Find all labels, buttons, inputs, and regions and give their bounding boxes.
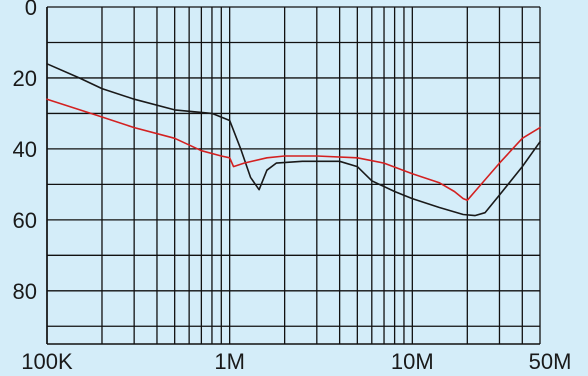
x-tick-label: 10M [391,349,434,374]
y-tick-label: 20 [13,66,37,91]
x-tick-label: 50M [529,349,572,374]
y-tick-label: 0 [25,0,37,20]
series-line-1 [46,63,541,217]
x-tick-labels: 100K 1M 10M 50M [21,349,571,374]
grid-lines [46,6,541,345]
y-tick-label: 80 [13,279,37,304]
x-tick-label: 1M [214,349,245,374]
plot-area [47,7,540,344]
y-tick-label: 60 [13,208,37,233]
y-tick-labels: 0 20 40 60 80 [13,0,37,304]
series-line-2 [46,98,541,202]
y-tick-label: 40 [13,137,37,162]
series-layer [46,63,541,217]
x-tick-label: 100K [21,349,73,374]
